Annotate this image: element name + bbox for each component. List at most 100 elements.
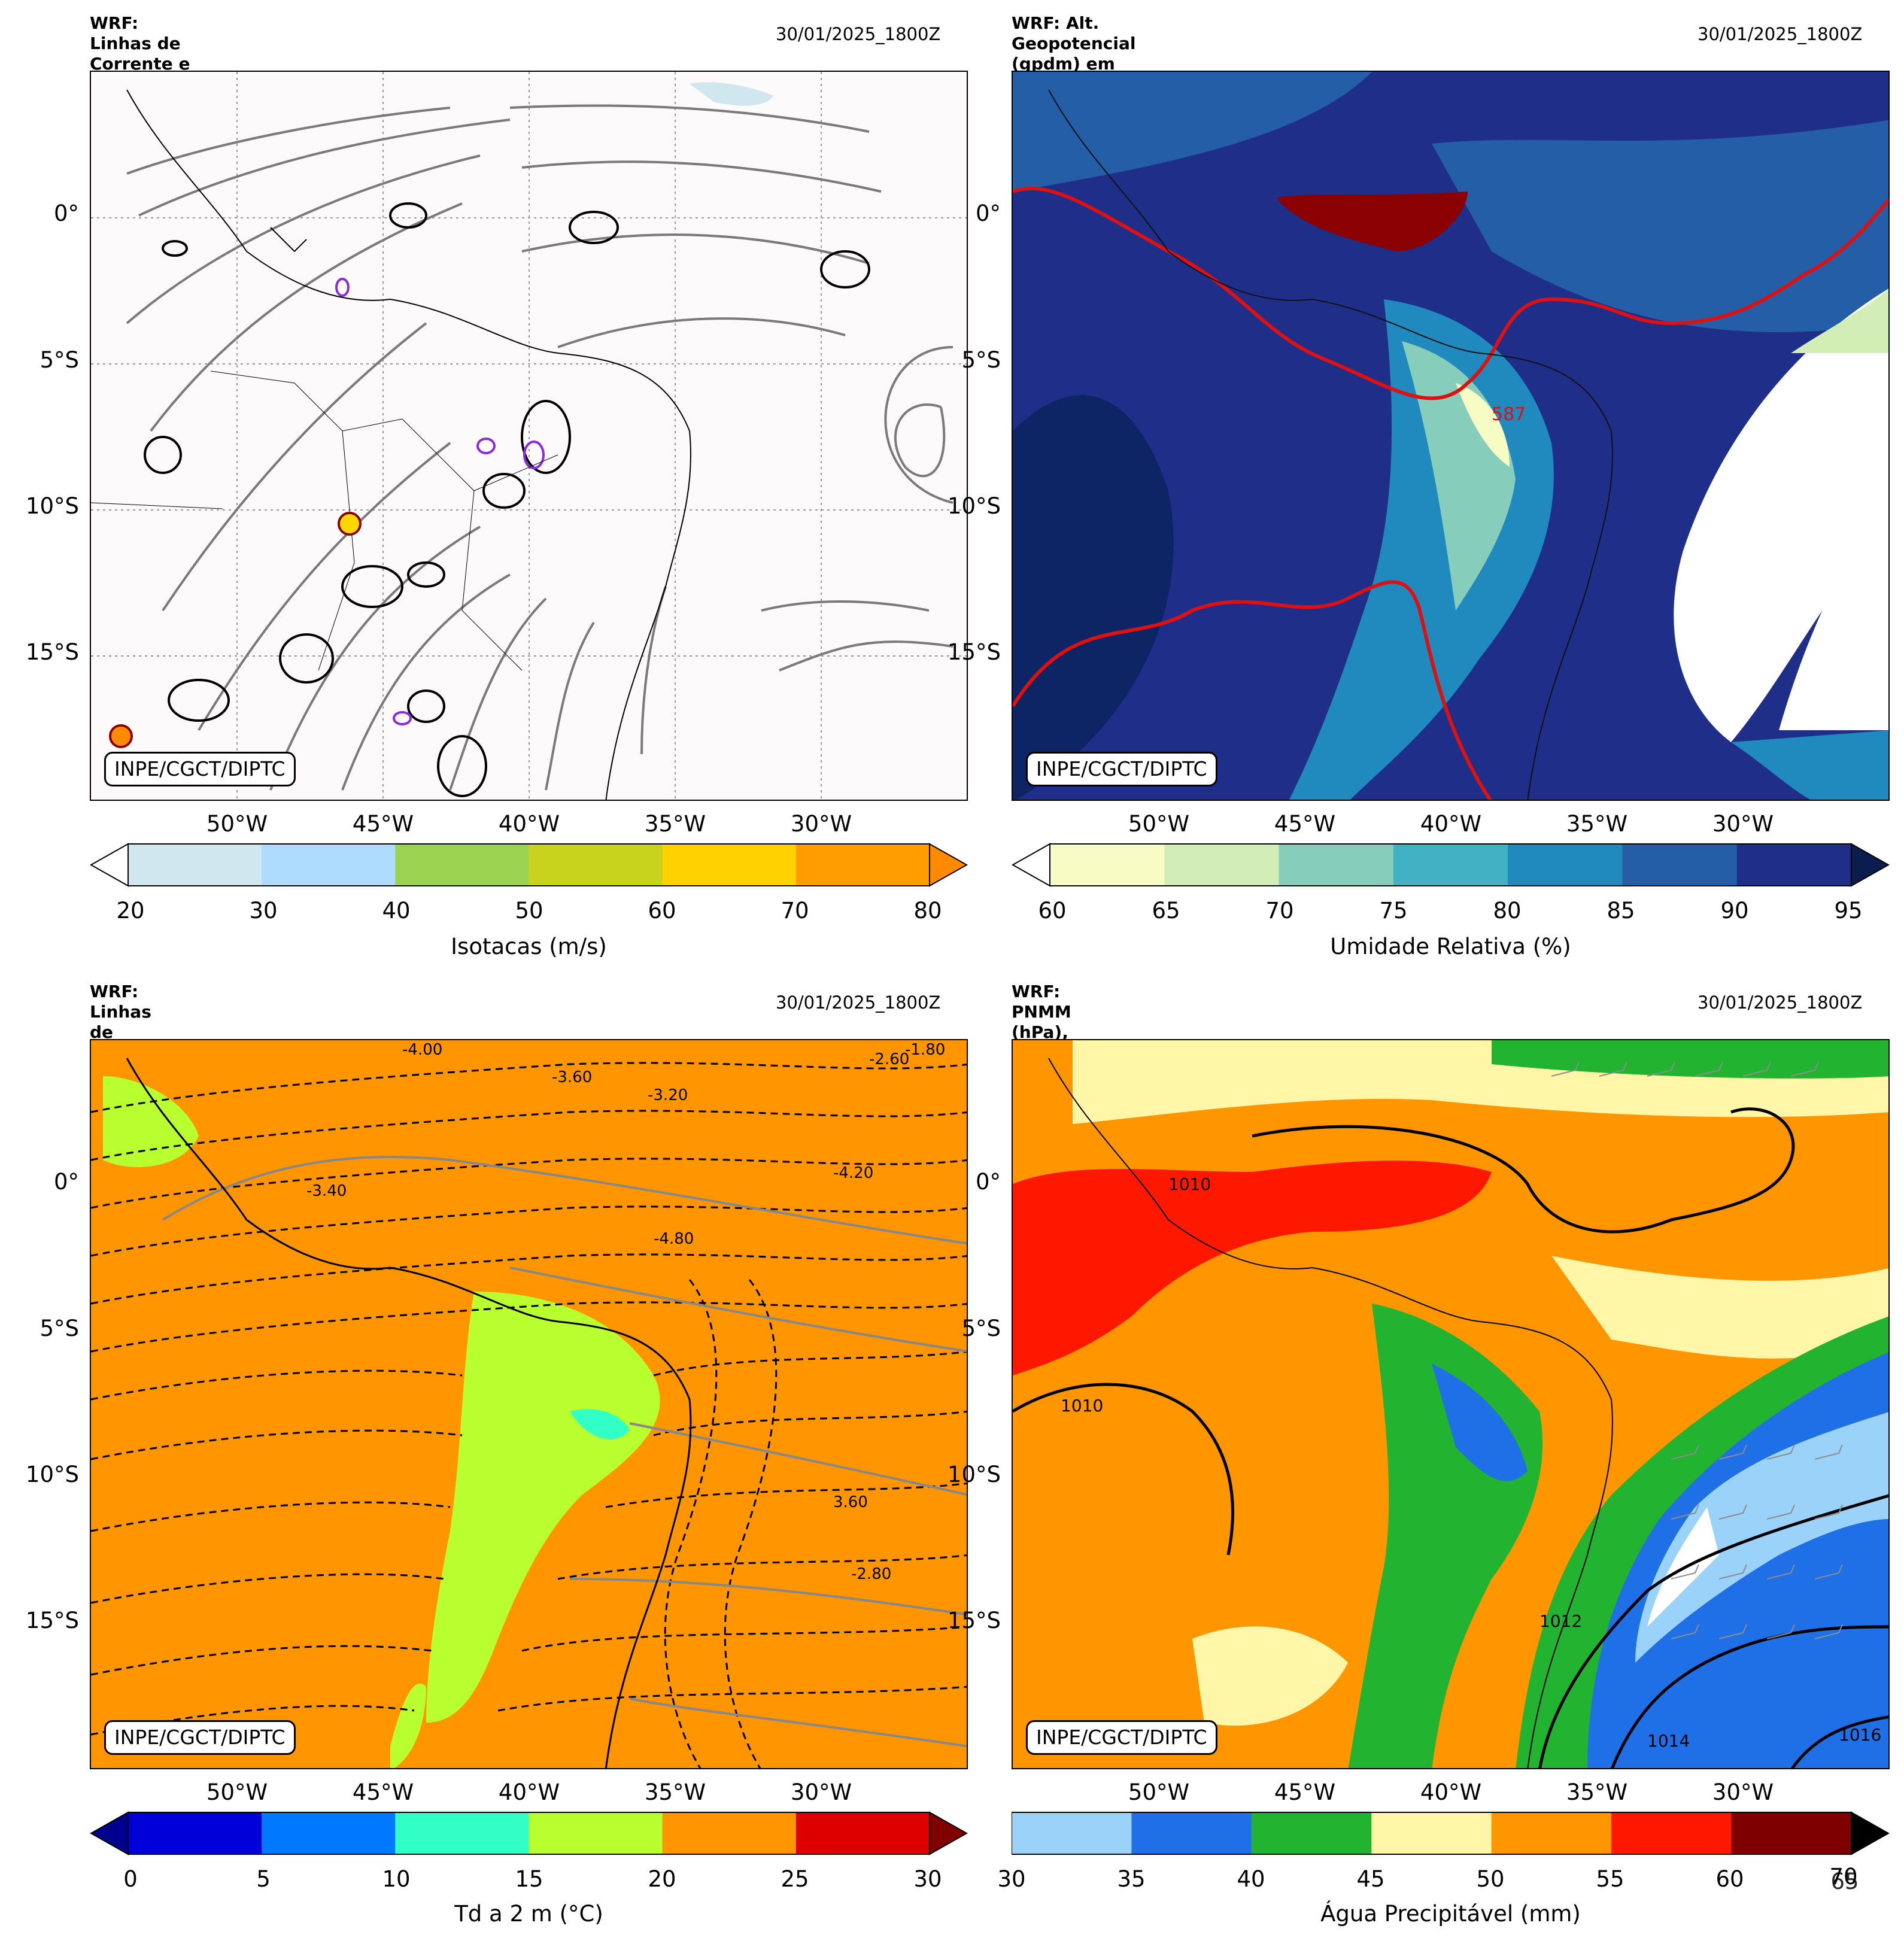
- contour-labels: -4.00 -3.60 -3.20 -2.80 -4.20 -4.80 -3.4…: [306, 1041, 945, 1583]
- divergence-contours: [144, 202, 870, 797]
- colorbar-tick: 80: [913, 898, 942, 924]
- panel-date: 30/01/2025_1800Z: [776, 992, 941, 1013]
- colorbar: [1012, 1811, 1890, 1855]
- pw-region: [1013, 1161, 1492, 1375]
- colorbar-label: Isotacas (m/s): [451, 934, 607, 959]
- colorbar-segment: [1731, 1812, 1852, 1854]
- colorbar-outline: [127, 843, 930, 886]
- map-svg: -4.00 -3.60 -3.20 -2.80 -4.20 -4.80 -3.4…: [91, 1040, 967, 1768]
- colorbar-tick: 70: [781, 898, 809, 924]
- colorbar: [90, 1811, 968, 1855]
- lon-label: 40°W: [1420, 1779, 1482, 1805]
- contour-label: 3.60: [833, 1493, 868, 1511]
- map-svg: 587: [1013, 72, 1888, 800]
- contour-label: -4.80: [654, 1230, 694, 1248]
- lon-label: 35°W: [644, 811, 706, 837]
- lon-label: 30°W: [790, 811, 852, 837]
- graticule: [91, 72, 967, 800]
- lat-label: 10°S: [25, 1462, 79, 1487]
- lon-label: 35°W: [1566, 811, 1628, 837]
- colorbar: [90, 843, 968, 887]
- colorbar-tick: 65: [1152, 898, 1180, 924]
- colorbar-tick: 90: [1720, 898, 1749, 924]
- lon-label: 40°W: [1420, 811, 1482, 837]
- colorbar-tick: 30: [997, 1866, 1026, 1892]
- colorbar-tick: 45: [1356, 1866, 1385, 1892]
- colorbar-under-triangle: [1012, 843, 1050, 887]
- lat-label: 0°: [53, 1169, 79, 1195]
- contour-label: -3.20: [648, 1086, 688, 1104]
- credit-label: INPE/CGCT/DIPTC: [104, 752, 296, 786]
- colorbar-tick: 70: [1265, 898, 1294, 924]
- convergence-contours: [335, 278, 545, 725]
- pw-region: [1551, 1256, 1888, 1359]
- colorbar-segment: [1012, 1812, 1132, 1854]
- map-area: -4.00 -3.60 -3.20 -2.80 -4.20 -4.80 -3.4…: [90, 1039, 968, 1769]
- isobar-label: 1010: [1168, 1174, 1211, 1194]
- colorbar-tick: 5: [256, 1866, 271, 1892]
- lon-label: 50°W: [206, 811, 268, 837]
- lat-label: 5°S: [961, 1316, 1001, 1341]
- pw-region: [1432, 1363, 1528, 1481]
- lat-label: 10°S: [25, 493, 79, 519]
- colorbar-tick: 25: [781, 1866, 809, 1892]
- lat-label: 10°S: [947, 1462, 1001, 1487]
- rh-region: [1791, 289, 1888, 353]
- lon-label: 30°W: [1712, 811, 1774, 837]
- colorbar-tick: 20: [116, 898, 145, 924]
- streamlines: [162, 1155, 967, 1748]
- colorbar-tick: 50: [1476, 1866, 1505, 1892]
- lat-label: 15°S: [25, 639, 79, 665]
- geopotential-contour: [1013, 186, 1888, 800]
- colorbar-tick: 30: [913, 1866, 942, 1892]
- lon-label: 30°W: [790, 1779, 852, 1805]
- divergence-max: [338, 512, 362, 536]
- colorbar-over-triangle: [1851, 843, 1890, 887]
- isobar-labels: 1010 1010 1012 1014 1016: [1061, 1174, 1881, 1751]
- coastline: [126, 1058, 692, 1768]
- colorbar-label: Água Precipitável (mm): [1320, 1901, 1581, 1927]
- isobars: [1013, 1107, 1888, 1768]
- lat-label: 15°S: [25, 1608, 79, 1633]
- rh-region: [1456, 383, 1510, 467]
- isobar-label: 1012: [1539, 1611, 1582, 1631]
- rh-dry-region: [1779, 494, 1888, 730]
- contour-label: -1.80: [905, 1041, 945, 1059]
- colorbar-tick: 85: [1607, 898, 1635, 924]
- colorbar-tick: 0: [123, 1866, 138, 1892]
- lat-label: 5°S: [961, 347, 1001, 373]
- colorbar-segment: [1508, 844, 1623, 886]
- lon-label: 40°W: [498, 1779, 560, 1805]
- lat-label: 10°S: [947, 493, 1001, 519]
- map-area: 587 INPE/CGCT/DIPTC: [1012, 71, 1890, 801]
- contour-label: -2.80: [851, 1565, 891, 1583]
- isobar-label: 1014: [1647, 1731, 1690, 1751]
- coastline: [1048, 89, 1613, 800]
- lon-label: 45°W: [1274, 811, 1336, 837]
- td-region: [570, 1409, 630, 1439]
- lon-label: 45°W: [352, 1779, 414, 1805]
- map-svg: 1010 1010 1012 1014 1016: [1013, 1040, 1888, 1768]
- colorbar-segment: [795, 1812, 930, 1854]
- state-borders: [91, 370, 558, 671]
- colorbar-segment: [1251, 1812, 1372, 1854]
- wind-barbs: [1551, 1061, 1843, 1639]
- colorbar-segment: [1736, 844, 1852, 886]
- colorbar-tick: 10: [382, 1866, 411, 1892]
- lon-label: 40°W: [498, 811, 560, 837]
- rh-region: [1013, 72, 1372, 192]
- colorbar-segment: [1131, 1812, 1252, 1854]
- credit-label: INPE/CGCT/DIPTC: [104, 1720, 296, 1755]
- colorbar-segment: [529, 1812, 663, 1854]
- lat-label: 5°S: [40, 1316, 79, 1341]
- colorbar-tick: 60: [648, 898, 676, 924]
- credit-label: INPE/CGCT/DIPTC: [1026, 1720, 1217, 1755]
- colorbar-segment: [1164, 844, 1280, 886]
- colorbar-segment: [1622, 844, 1738, 886]
- colorbar-segment: [1491, 1812, 1612, 1854]
- colorbar-tick: 60: [1715, 1866, 1744, 1892]
- pw-region: [1635, 1412, 1888, 1663]
- rh-region: [1432, 120, 1888, 332]
- colorbar-tick: 65: [1830, 1869, 1859, 1894]
- colorbar-label: Umidade Relativa (%): [1330, 934, 1571, 959]
